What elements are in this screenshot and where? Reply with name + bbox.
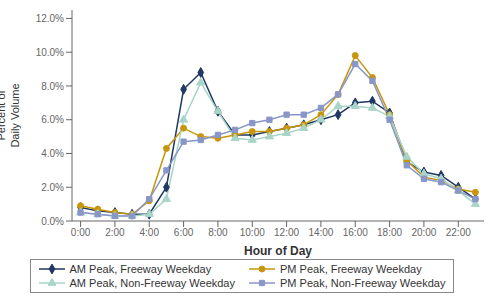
svg-text:12.0%: 12.0%	[36, 13, 64, 24]
svg-text:0:00: 0:00	[71, 227, 91, 238]
svg-text:8.0%: 8.0%	[41, 81, 64, 92]
svg-text:6.0%: 6.0%	[41, 114, 64, 125]
svg-text:4.0%: 4.0%	[41, 148, 64, 159]
svg-text:14:00: 14:00	[308, 227, 333, 238]
svg-text:2:00: 2:00	[105, 227, 125, 238]
svg-text:Percent ofDaily Volume: Percent ofDaily Volume	[8, 83, 21, 147]
svg-text:12:00: 12:00	[274, 227, 299, 238]
html-text:AM Peak, Freeway Weekday: AM Peak, Freeway Weekday	[69, 263, 212, 275]
svg-text:6:00: 6:00	[174, 227, 194, 238]
svg-text:0.0%: 0.0%	[41, 216, 64, 227]
svg-text:16:00: 16:00	[343, 227, 368, 238]
svg-text:4:00: 4:00	[140, 227, 160, 238]
svg-text:22:00: 22:00	[446, 227, 471, 238]
svg-text:18:00: 18:00	[377, 227, 402, 238]
html-text:AM Peak, Non-Freeway Weekday: AM Peak, Non-Freeway Weekday	[69, 277, 235, 289]
svg-text:20:00: 20:00	[411, 227, 436, 238]
html-text:PM Peak, Freeway Weekday: PM Peak, Freeway Weekday	[280, 263, 422, 275]
svg-text:8:00: 8:00	[208, 227, 228, 238]
svg-text:10.0%: 10.0%	[36, 47, 64, 58]
html-text:PM Peak, Non-Freeway Weekday: PM Peak, Non-Freeway Weekday	[280, 277, 446, 289]
svg-text:10:00: 10:00	[240, 227, 265, 238]
svg-text:Hour of Day: Hour of Day	[244, 244, 312, 258]
svg-text:2.0%: 2.0%	[41, 182, 64, 193]
